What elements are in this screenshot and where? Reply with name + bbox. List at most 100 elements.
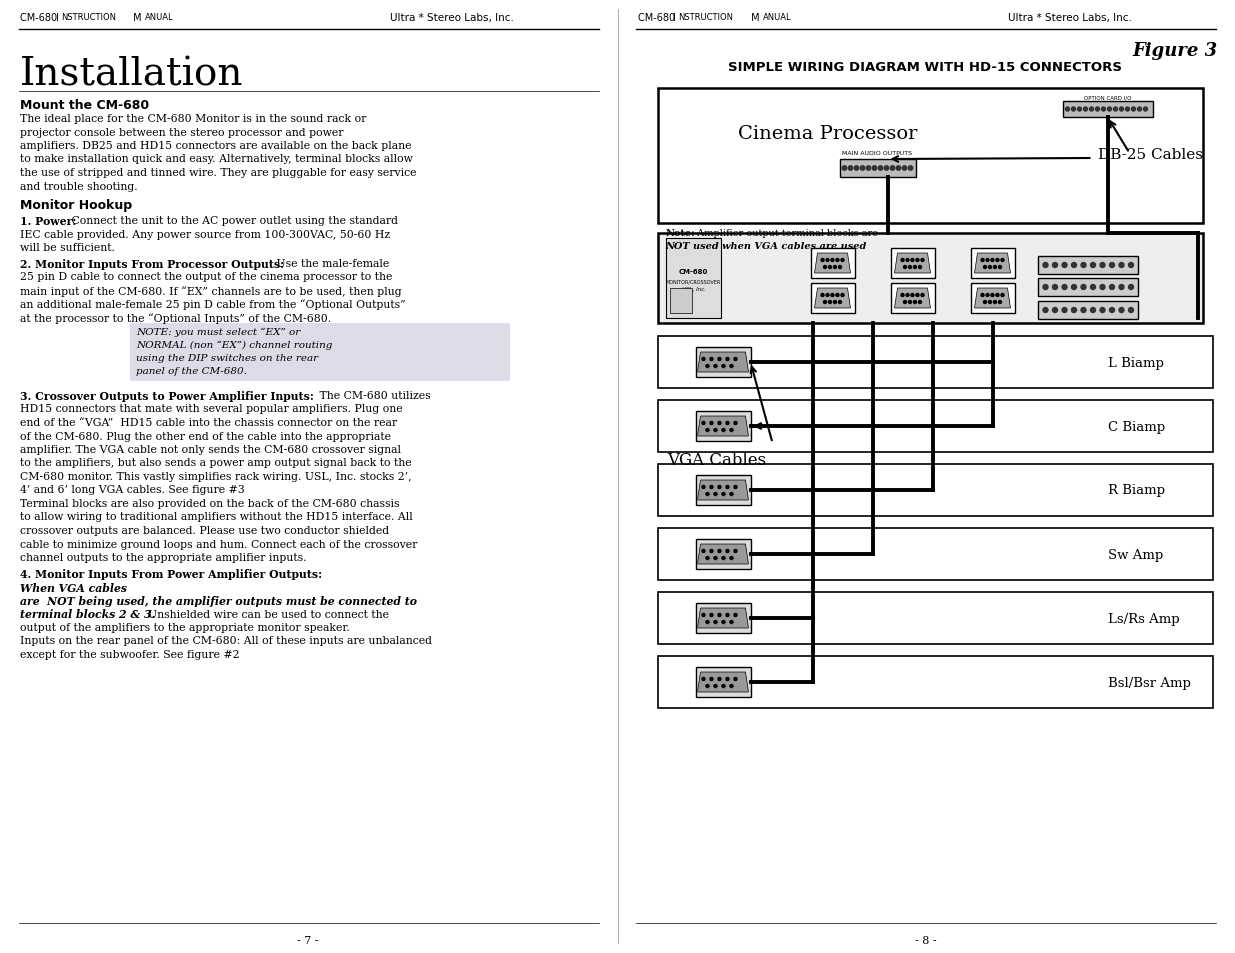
Circle shape [1044,263,1049,268]
Circle shape [1119,285,1124,291]
Text: IEC cable provided. Any power source from 100-300VAC, 50-60 Hz: IEC cable provided. Any power source fro… [20,230,390,239]
Bar [130,324,510,381]
Circle shape [890,167,894,171]
Bar [890,249,935,278]
Circle shape [1137,108,1141,112]
Circle shape [1119,263,1124,268]
Circle shape [734,422,737,425]
Text: Monitor Hookup: Monitor Hookup [20,199,132,212]
Circle shape [701,422,705,425]
Circle shape [841,259,844,262]
Bar [810,249,855,278]
Circle shape [909,301,911,304]
Bar [890,284,935,314]
Polygon shape [815,253,851,274]
Circle shape [829,301,831,304]
Text: OPTION CARD I/O: OPTION CARD I/O [1084,95,1131,100]
Text: 4. Monitor Inputs From Power Amplifier Outputs:: 4. Monitor Inputs From Power Amplifier O… [20,568,326,579]
Circle shape [730,365,734,368]
Circle shape [1083,108,1088,112]
Text: to allow wiring to traditional amplifiers without the HD15 interface. All: to allow wiring to traditional amplifier… [20,512,412,522]
Text: L Biamp: L Biamp [1108,356,1163,369]
Polygon shape [698,416,748,436]
Text: and trouble shooting.: and trouble shooting. [20,181,137,192]
Circle shape [726,486,729,489]
Circle shape [921,259,924,262]
Text: channel outputs to the appropriate amplifier inputs.: channel outputs to the appropriate ampli… [20,553,306,562]
Text: are  NOT being used, the amplifier outputs must be connected to: are NOT being used, the amplifier output… [20,596,417,606]
Circle shape [1100,263,1105,268]
Circle shape [1102,108,1105,112]
Circle shape [999,301,1002,304]
Circle shape [999,266,1002,269]
Circle shape [916,259,919,262]
Circle shape [701,614,705,617]
Text: the use of stripped and tinned wire. They are pluggable for easy service: the use of stripped and tinned wire. The… [20,168,416,178]
Circle shape [706,365,709,368]
Text: Figure 3: Figure 3 [1132,42,1218,60]
Text: ANUAL: ANUAL [144,13,174,23]
Bar [695,667,751,698]
Circle shape [722,557,725,560]
Polygon shape [974,289,1010,309]
Circle shape [839,301,841,304]
Polygon shape [894,289,930,309]
Text: to make installation quick and easy. Alternatively, terminal blocks allow: to make installation quick and easy. Alt… [20,154,412,164]
Circle shape [1089,108,1093,112]
Circle shape [710,614,713,617]
Circle shape [902,294,904,297]
Text: Amplifier output terminal blocks are: Amplifier output terminal blocks are [694,229,878,237]
Bar [695,348,751,377]
Text: Installation: Installation [20,56,243,92]
Bar [657,464,1213,517]
Polygon shape [698,480,748,500]
Text: NORMAL (non “EX”) channel routing: NORMAL (non “EX”) channel routing [136,340,332,350]
Circle shape [1081,308,1086,314]
Polygon shape [815,289,851,309]
Circle shape [993,301,997,304]
Circle shape [988,266,992,269]
Text: 25 pin D cable to connect the output of the cinema processor to the: 25 pin D cable to connect the output of … [20,273,393,282]
Circle shape [718,486,721,489]
Text: R Biamp: R Biamp [1108,484,1165,497]
Circle shape [990,294,994,297]
Circle shape [995,259,999,262]
Circle shape [726,358,729,361]
Circle shape [986,294,989,297]
Circle shape [983,266,987,269]
Circle shape [718,358,721,361]
Circle shape [701,678,705,680]
Circle shape [710,550,713,553]
Circle shape [1144,108,1147,112]
Circle shape [714,557,718,560]
Circle shape [834,266,836,269]
Text: Sw Amp: Sw Amp [1108,548,1162,561]
Circle shape [834,301,836,304]
Text: The CM-680 utilizes: The CM-680 utilizes [316,391,431,400]
Circle shape [1062,308,1067,314]
Circle shape [1002,294,1004,297]
Bar [657,529,1213,580]
Circle shape [734,614,737,617]
Bar [840,160,915,178]
Text: Ultra * Stereo Labs, Inc.: Ultra * Stereo Labs, Inc. [390,13,514,23]
Text: NSTRUCTION: NSTRUCTION [61,13,116,23]
Text: cable to minimize ground loops and hum. Connect each of the crossover: cable to minimize ground loops and hum. … [20,539,417,549]
Bar [657,657,1213,708]
Text: M: M [747,13,760,23]
Circle shape [722,493,725,496]
Circle shape [730,620,734,624]
Bar [1037,302,1137,319]
Circle shape [1002,259,1004,262]
Text: 1. Power:: 1. Power: [20,215,77,227]
Circle shape [981,259,984,262]
Circle shape [1109,308,1114,314]
Bar [810,284,855,314]
Circle shape [1129,308,1134,314]
Bar [657,593,1213,644]
Circle shape [916,294,919,297]
Circle shape [1129,285,1134,291]
Circle shape [734,550,737,553]
Text: at the processor to the “Optional Inputs” of the CM-680.: at the processor to the “Optional Inputs… [20,313,331,323]
Circle shape [988,301,992,304]
